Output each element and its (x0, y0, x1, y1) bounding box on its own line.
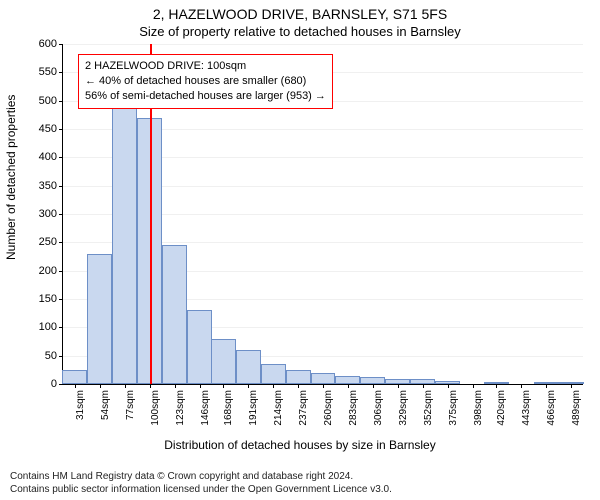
y-tick: 0 (51, 378, 57, 390)
histogram-bar (187, 310, 212, 384)
histogram-bar (62, 370, 87, 384)
y-tick: 150 (39, 293, 57, 305)
histogram-bar (211, 339, 236, 384)
histogram-bar (87, 254, 112, 384)
chart-title-desc: Size of property relative to detached ho… (0, 24, 600, 39)
histogram-bar (335, 376, 360, 384)
histogram-bar (360, 377, 385, 384)
y-tick: 500 (39, 95, 57, 107)
y-tick: 400 (39, 151, 57, 163)
y-tick: 550 (39, 66, 57, 78)
y-tick: 50 (45, 350, 57, 362)
histogram-bar (162, 245, 187, 384)
y-tick: 250 (39, 236, 57, 248)
y-axis-label: Number of detached properties (4, 95, 18, 260)
footer-line: Contains public sector information licen… (10, 484, 590, 497)
footer-line: Contains HM Land Registry data © Crown c… (10, 471, 590, 484)
y-tick: 350 (39, 180, 57, 192)
histogram-bar (311, 373, 336, 384)
histogram-bar (112, 106, 137, 384)
y-tick: 600 (39, 38, 57, 50)
histogram-bar (261, 364, 286, 384)
histogram-bar (236, 350, 261, 384)
y-tick: 100 (39, 321, 57, 333)
annotation-line: 56% of semi-detached houses are larger (… (85, 89, 326, 104)
annotation-line: ← 40% of detached houses are smaller (68… (85, 74, 326, 89)
x-axis-label: Distribution of detached houses by size … (0, 438, 600, 452)
annotation-box: 2 HAZELWOOD DRIVE: 100sqm ← 40% of detac… (78, 54, 333, 109)
annotation-line: 2 HAZELWOOD DRIVE: 100sqm (85, 59, 326, 74)
footer-attribution: Contains HM Land Registry data © Crown c… (10, 471, 590, 496)
chart-title-address: 2, HAZELWOOD DRIVE, BARNSLEY, S71 5FS (0, 6, 600, 22)
y-tick: 200 (39, 265, 57, 277)
y-tick: 300 (39, 208, 57, 220)
histogram-bar (286, 370, 311, 384)
y-tick: 450 (39, 123, 57, 135)
